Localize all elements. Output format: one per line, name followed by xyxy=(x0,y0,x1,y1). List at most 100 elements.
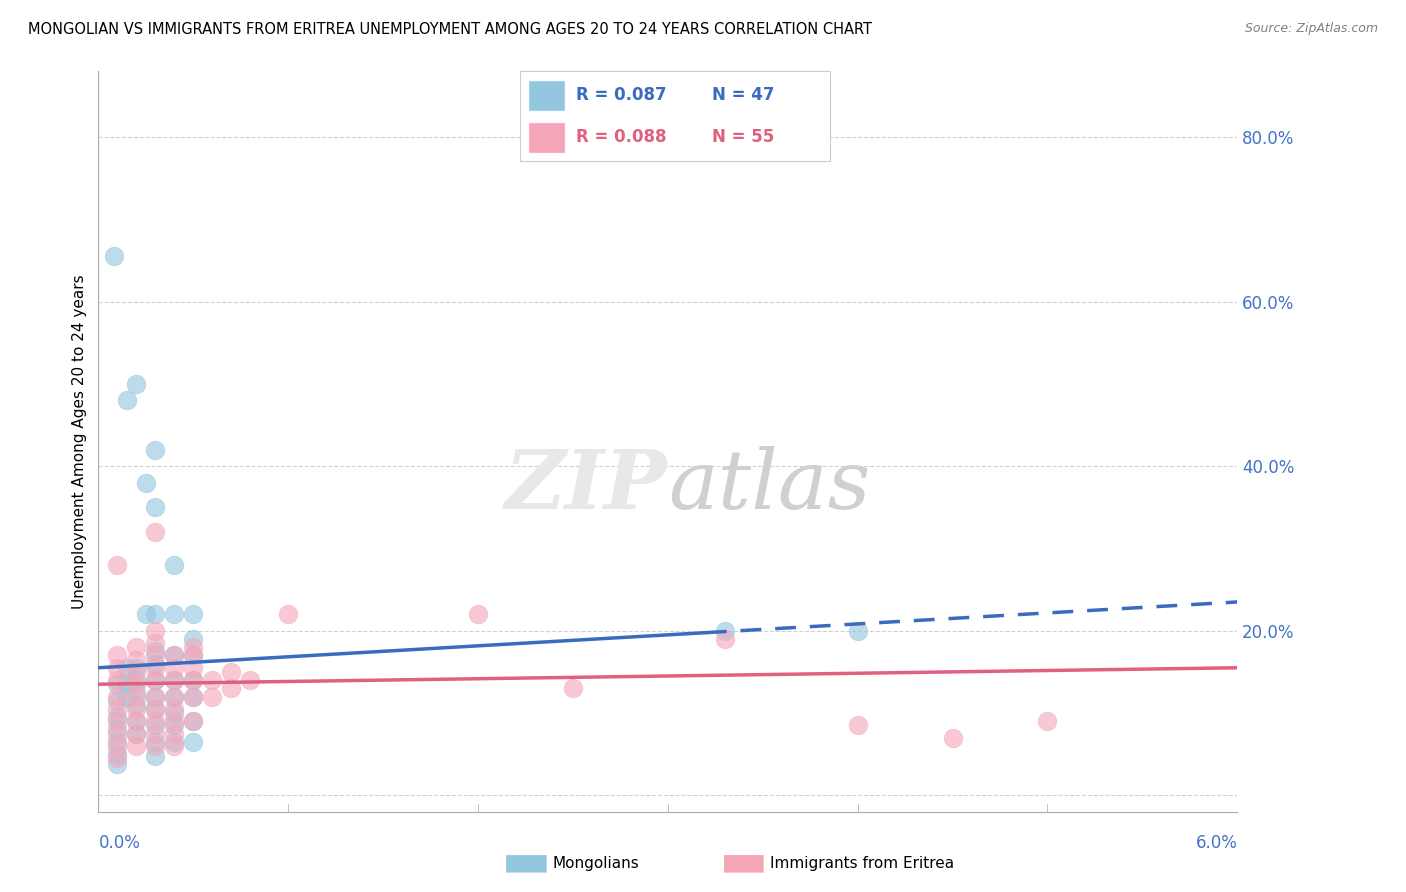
Point xyxy=(115,677,138,691)
Point xyxy=(201,673,224,687)
Text: 0.0%: 0.0% xyxy=(98,834,141,852)
Point xyxy=(239,673,262,687)
Point xyxy=(183,673,205,687)
Point xyxy=(145,648,167,663)
Text: N = 55: N = 55 xyxy=(711,128,775,146)
Point xyxy=(183,632,205,646)
Point xyxy=(163,714,186,729)
Point xyxy=(107,648,129,663)
Point xyxy=(163,673,186,687)
Point xyxy=(107,747,129,761)
Point xyxy=(145,636,167,650)
Point xyxy=(183,735,205,749)
Point xyxy=(163,702,186,716)
Point xyxy=(467,607,489,622)
Point xyxy=(135,607,157,622)
Point xyxy=(125,652,148,666)
Point xyxy=(107,714,129,729)
Point xyxy=(107,757,129,772)
Point xyxy=(183,673,205,687)
Text: 6.0%: 6.0% xyxy=(1195,834,1237,852)
Point xyxy=(125,714,148,729)
Point xyxy=(221,681,243,696)
Point xyxy=(145,702,167,716)
Point xyxy=(107,751,129,765)
Point xyxy=(201,690,224,704)
Point xyxy=(163,726,186,740)
Point xyxy=(1036,714,1059,729)
Point xyxy=(183,648,205,663)
Point xyxy=(115,661,138,675)
Point xyxy=(145,690,167,704)
Point xyxy=(107,694,129,708)
Point xyxy=(183,607,205,622)
Text: Immigrants from Eritrea: Immigrants from Eritrea xyxy=(770,856,955,871)
Point xyxy=(163,690,186,704)
Point xyxy=(145,657,167,671)
Point xyxy=(145,624,167,638)
Point xyxy=(163,690,186,704)
Point xyxy=(145,726,167,740)
Point xyxy=(107,673,129,687)
Point xyxy=(163,718,186,732)
Point xyxy=(183,690,205,704)
Point xyxy=(107,702,129,716)
Point xyxy=(163,673,186,687)
Point xyxy=(163,607,186,622)
Point xyxy=(125,661,148,675)
Point xyxy=(183,690,205,704)
Point xyxy=(145,644,167,658)
Point xyxy=(145,735,167,749)
Point xyxy=(107,661,129,675)
Point xyxy=(125,376,148,391)
Point xyxy=(125,726,148,740)
Text: Mongolians: Mongolians xyxy=(553,856,640,871)
Point xyxy=(183,661,205,675)
FancyBboxPatch shape xyxy=(530,123,564,152)
Point xyxy=(115,690,138,704)
Point xyxy=(145,702,167,716)
Point xyxy=(163,706,186,720)
Point xyxy=(846,718,869,732)
Point xyxy=(145,661,167,675)
Point xyxy=(145,690,167,704)
Point xyxy=(145,607,167,622)
Point xyxy=(183,640,205,655)
Text: Source: ZipAtlas.com: Source: ZipAtlas.com xyxy=(1244,22,1378,36)
Point xyxy=(562,681,585,696)
Point xyxy=(125,665,148,679)
Point xyxy=(145,524,167,539)
Point xyxy=(107,723,129,737)
FancyBboxPatch shape xyxy=(530,81,564,110)
Point xyxy=(163,735,186,749)
Text: R = 0.088: R = 0.088 xyxy=(576,128,666,146)
Point xyxy=(107,558,129,572)
Point xyxy=(145,673,167,687)
Point xyxy=(107,690,129,704)
Point xyxy=(125,726,148,740)
Text: N = 47: N = 47 xyxy=(711,87,775,104)
Point xyxy=(163,739,186,753)
Point xyxy=(714,632,737,646)
Point xyxy=(145,442,167,457)
Point xyxy=(115,393,138,408)
Point xyxy=(125,677,148,691)
Point xyxy=(125,673,148,687)
Point xyxy=(103,250,125,264)
Point xyxy=(125,739,148,753)
Point xyxy=(163,648,186,663)
Point xyxy=(221,665,243,679)
Point xyxy=(145,673,167,687)
Point xyxy=(125,685,148,699)
Text: R = 0.087: R = 0.087 xyxy=(576,87,666,104)
Point xyxy=(163,648,186,663)
Point xyxy=(107,735,129,749)
Point xyxy=(107,677,129,691)
Text: atlas: atlas xyxy=(668,446,870,526)
Point xyxy=(125,690,148,704)
Point xyxy=(145,718,167,732)
Point xyxy=(183,714,205,729)
Point xyxy=(125,640,148,655)
Point xyxy=(846,624,869,638)
Point xyxy=(163,558,186,572)
